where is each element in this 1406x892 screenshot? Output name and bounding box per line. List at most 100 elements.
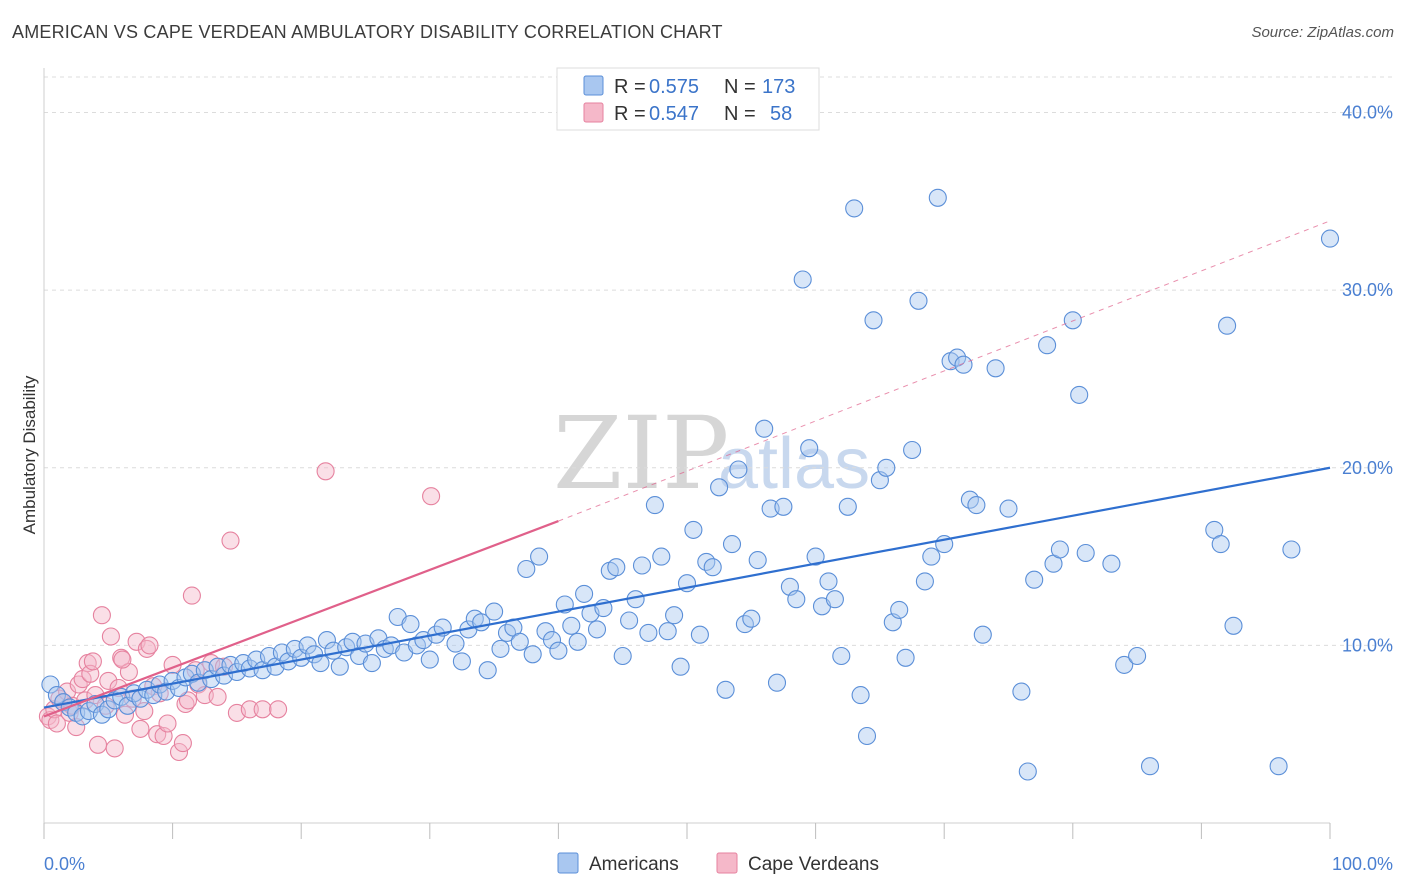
grid-lines — [44, 76, 1393, 646]
american-point — [1211, 535, 1230, 554]
legend-n-label-1: N = — [724, 76, 756, 98]
american-point — [986, 359, 1005, 378]
legend-r-label-2: R = — [614, 103, 646, 125]
american-point — [485, 602, 504, 621]
american-point — [877, 458, 896, 477]
cape-verdean-point — [240, 700, 259, 719]
american-point — [549, 641, 568, 660]
cape-verdean-point — [88, 735, 108, 754]
american-point — [857, 726, 877, 746]
american-point — [774, 497, 793, 516]
american-point — [1218, 316, 1237, 335]
cape-verdean-point — [173, 734, 192, 753]
cape-verdean-point — [316, 462, 335, 481]
american-point — [362, 654, 381, 673]
american-point — [896, 648, 915, 667]
american-point — [1070, 385, 1089, 404]
cape-verdeans-trend-extension — [558, 220, 1331, 522]
american-point — [613, 646, 632, 666]
american-point — [922, 547, 941, 566]
legend-n-label-2: N = — [724, 103, 756, 125]
cape-verdean-point — [158, 714, 177, 733]
american-point — [690, 625, 709, 644]
american-point — [607, 558, 626, 577]
cape-verdean-point — [131, 719, 150, 738]
cape-verdean-point — [208, 687, 227, 706]
american-point — [330, 657, 349, 676]
american-point — [47, 686, 66, 705]
x-tick-max: 100.0% — [1332, 854, 1393, 874]
american-point — [1018, 762, 1037, 781]
american-point — [478, 661, 497, 680]
cape-verdean-point — [47, 714, 66, 733]
american-point — [575, 584, 594, 603]
american-point — [909, 291, 928, 310]
cape-verdean-point — [137, 639, 156, 658]
american-points — [41, 188, 1340, 781]
american-point — [1224, 616, 1243, 635]
cape-verdean-point — [92, 606, 111, 625]
bottom-legend-swatch-americans — [557, 852, 579, 874]
american-point — [1038, 336, 1057, 355]
american-point — [787, 590, 806, 609]
american-point — [587, 620, 607, 639]
legend-n-value-2: 58 — [770, 103, 792, 125]
american-point — [1115, 655, 1134, 674]
american-point — [999, 499, 1018, 518]
american-point — [915, 572, 934, 591]
american-point — [973, 625, 992, 644]
american-point — [684, 520, 703, 539]
y-tick-label: 10.0% — [1342, 635, 1393, 655]
bottom-legend-swatch-cape-verdeans — [716, 852, 738, 874]
american-point — [748, 551, 767, 570]
x-tick-min: 0.0% — [44, 854, 85, 874]
american-point — [716, 680, 735, 699]
american-point — [446, 634, 465, 653]
american-point — [1140, 757, 1160, 776]
american-point — [755, 419, 774, 438]
american-point — [767, 673, 787, 692]
legend-n-value-1: 173 — [762, 76, 795, 98]
americans-trend-line — [43, 466, 1331, 709]
american-point — [890, 600, 909, 619]
cape-verdean-point — [83, 652, 102, 671]
american-point — [671, 657, 690, 676]
american-point — [851, 686, 870, 705]
american-point — [806, 547, 825, 566]
american-point — [1282, 540, 1301, 559]
cape-verdean-point — [140, 636, 159, 655]
source-label: Source: ZipAtlas.com — [1251, 24, 1394, 41]
american-point — [1076, 543, 1095, 563]
american-point — [317, 631, 336, 650]
cape-verdeans-trend-line — [43, 520, 559, 718]
legend-r-value-1: 0.575 — [649, 76, 699, 98]
american-point — [542, 631, 562, 650]
y-tick-labels: 10.0% 20.0% 30.0% 40.0% — [1342, 103, 1393, 656]
y-tick-label: 30.0% — [1342, 280, 1393, 300]
bottom-legend-cape-verdeans: Cape Verdeans — [748, 854, 879, 875]
bottom-legend: Americans Cape Verdeans — [557, 852, 879, 875]
cape-verdean-point — [182, 586, 201, 605]
american-point — [562, 616, 581, 635]
american-point — [1269, 757, 1288, 776]
american-point — [967, 496, 986, 515]
cape-verdean-point — [269, 700, 288, 719]
american-point — [838, 497, 857, 516]
american-point — [401, 615, 420, 634]
american-point — [523, 645, 542, 664]
american-point — [742, 609, 761, 628]
american-point — [99, 700, 118, 719]
axes — [43, 68, 1331, 839]
trend-lines — [43, 220, 1331, 718]
american-point — [954, 355, 973, 374]
american-point — [491, 639, 510, 658]
american-point — [825, 590, 844, 609]
american-point — [536, 622, 555, 641]
american-point — [948, 348, 967, 367]
american-point — [639, 623, 658, 642]
american-point — [832, 646, 851, 666]
american-point — [1050, 540, 1069, 559]
american-point — [420, 650, 439, 669]
american-point — [928, 188, 947, 207]
american-point — [620, 611, 639, 630]
